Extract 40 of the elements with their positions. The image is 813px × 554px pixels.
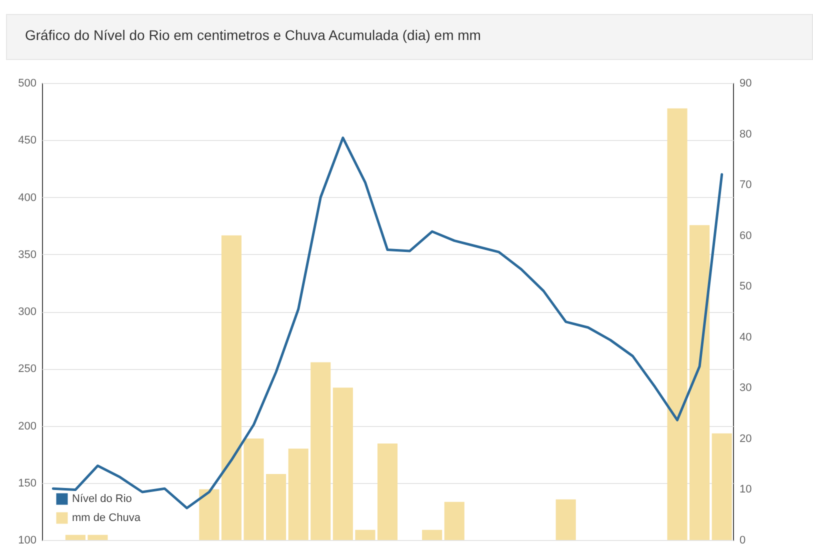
bar [88, 534, 108, 540]
y2-tick-label: 30 [740, 382, 752, 394]
bar [266, 474, 286, 540]
bar [65, 534, 86, 540]
y-tick-label: 100 [18, 534, 36, 546]
y-tick-label: 500 [18, 78, 36, 90]
bar [556, 499, 576, 540]
y-tick-label: 450 [18, 134, 36, 147]
bar [377, 444, 398, 540]
bar [310, 362, 331, 540]
bar [712, 433, 732, 540]
bar [355, 530, 376, 540]
legend-label: Nível do Rio [72, 493, 132, 505]
y-tick-label: 400 [18, 192, 36, 204]
y-tick-label: 150 [18, 477, 36, 490]
chart-title: Gráfico do Nível do Rio em centimetros e Chuva Acumulada (dia) em mm [25, 27, 481, 43]
bar [444, 502, 464, 540]
bar [332, 388, 353, 540]
bar [422, 530, 442, 540]
y2-tick-label: 90 [740, 78, 752, 90]
y-tick-label: 250 [18, 363, 36, 376]
y2-tick-label: 60 [740, 230, 752, 242]
line-series [52, 136, 724, 510]
y2-tick-label: 80 [740, 128, 752, 140]
bar [288, 448, 308, 540]
bar [199, 489, 220, 540]
y2-tick-label: 0 [740, 534, 746, 546]
y-tick-label: 300 [18, 306, 36, 318]
bar [221, 235, 242, 540]
legend-label: mm de Chuva [72, 512, 142, 524]
y2-tick-label: 20 [740, 432, 752, 445]
y2-tick-label: 10 [740, 484, 752, 496]
bar [667, 108, 688, 540]
y2-tick-label: 70 [740, 179, 752, 192]
y2-tick-label: 50 [740, 280, 752, 293]
y2-tick-label: 40 [740, 331, 752, 344]
bar [690, 225, 710, 540]
y-tick-label: 200 [18, 420, 36, 432]
bar [244, 438, 264, 540]
y-tick-label: 350 [18, 248, 36, 261]
